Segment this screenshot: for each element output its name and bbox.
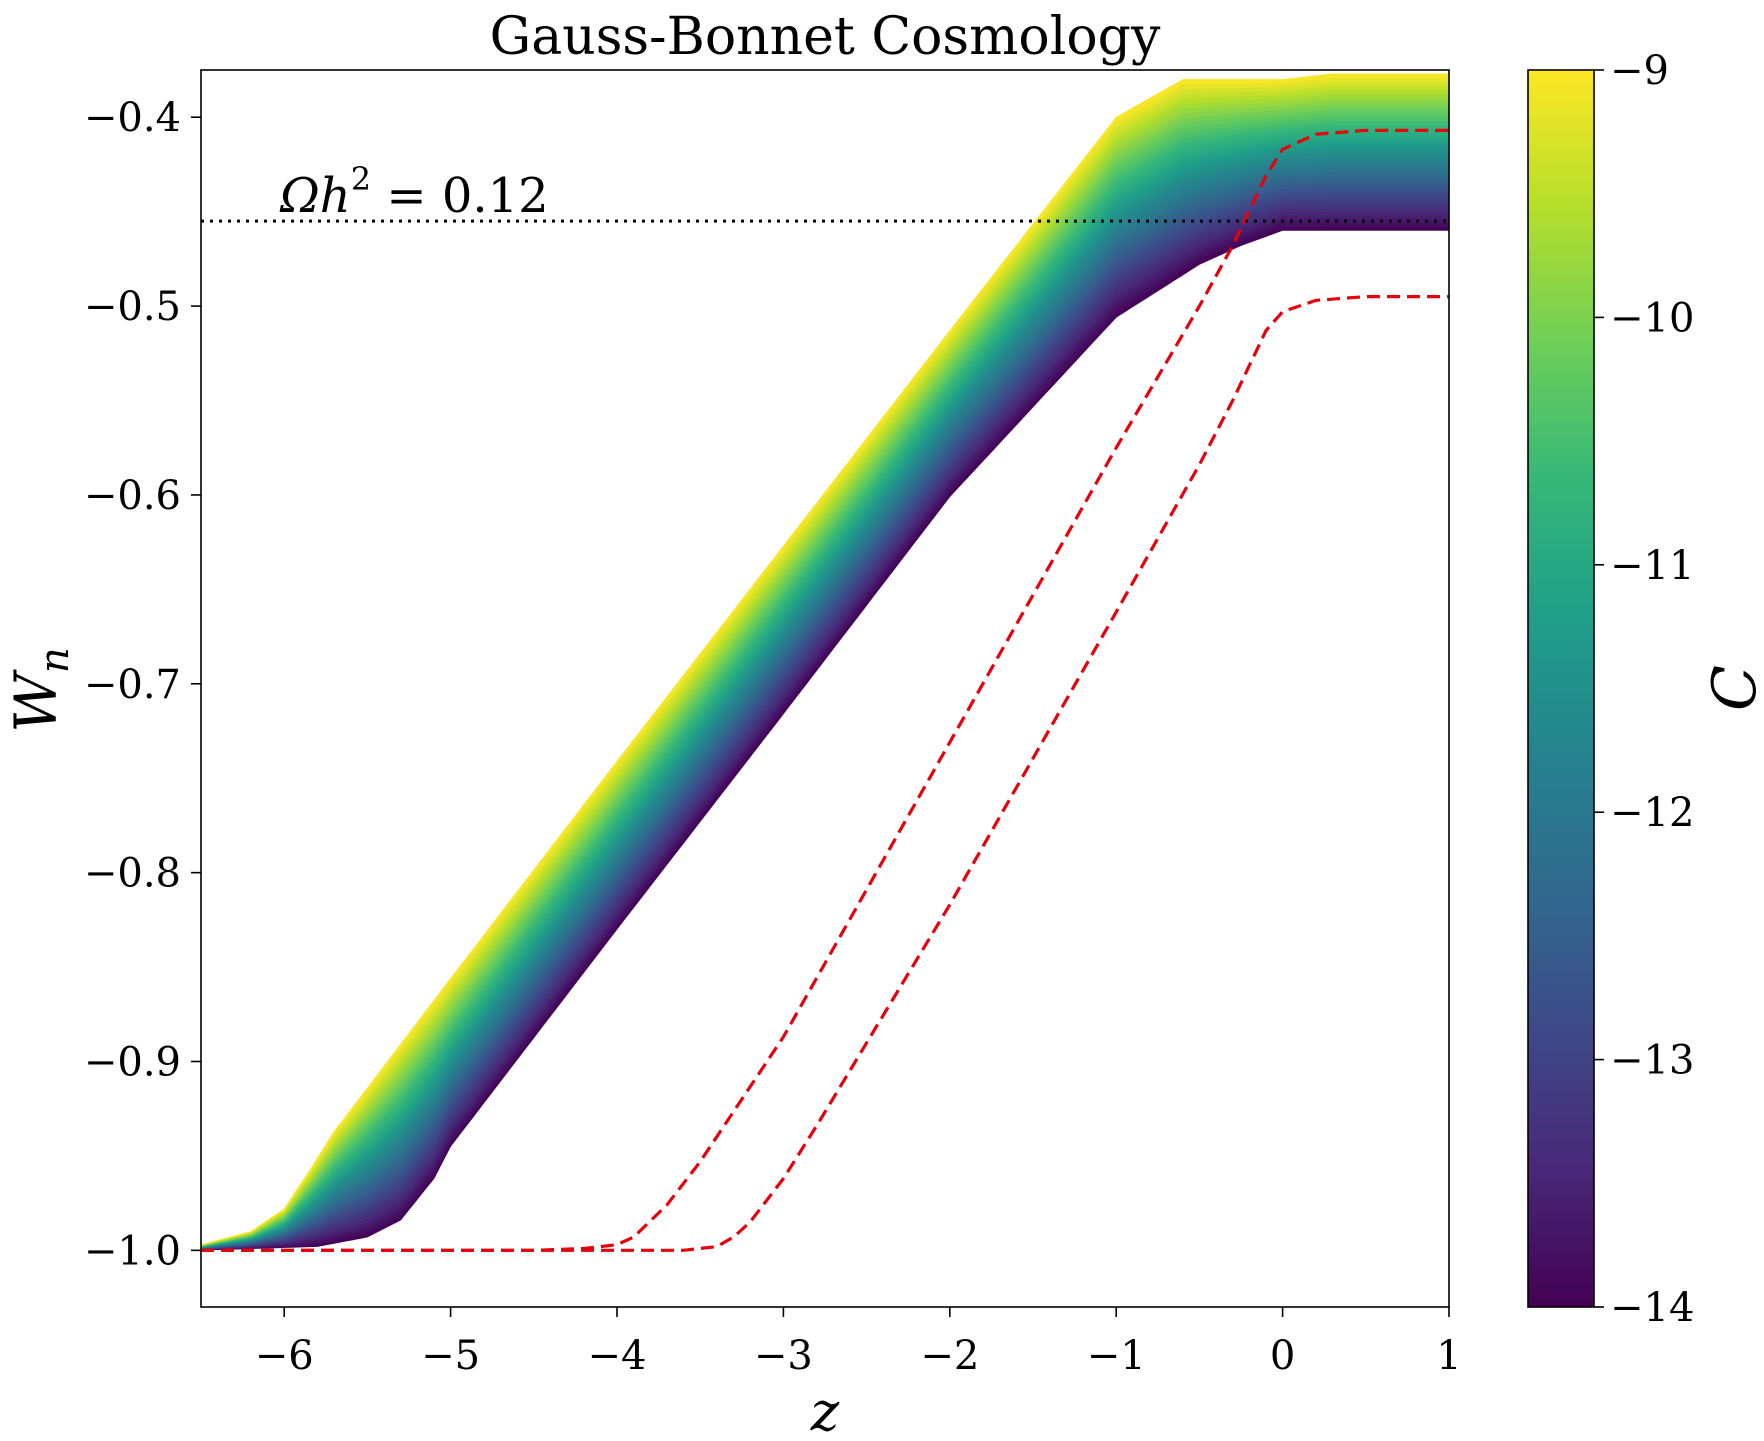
chart-title: Gauss-Bonnet Cosmology [490, 7, 1161, 67]
band-strip [201, 73, 1449, 1246]
density-annotation: Ωh2 = 0.12 [279, 160, 549, 224]
x-tick-label: −4 [588, 1333, 647, 1379]
y-axis-label-sub: n [32, 647, 78, 673]
annotation-suffix: = 0.12 [371, 168, 549, 224]
colorbar-tick-label: −11 [1610, 543, 1694, 589]
x-tick-label: 1 [1436, 1333, 1461, 1379]
x-axis-ticks: −6 −5 −4 −3 −2 −1 0 1 [255, 1307, 1462, 1379]
x-tick-label: −2 [920, 1333, 979, 1379]
x-tick-label: −6 [255, 1333, 314, 1379]
dashed-curve-2 [201, 295, 1449, 1252]
y-tick-label: −0.5 [84, 284, 181, 330]
y-tick-label: −1.0 [84, 1228, 181, 1274]
colorbar-tick-label: −13 [1610, 1038, 1694, 1084]
y-tick-label: −0.9 [84, 1039, 181, 1085]
colorbar-ticks: −9 −10 −11 −12 −13 −14 [1594, 48, 1694, 1331]
x-tick-label: −5 [421, 1333, 480, 1379]
y-axis-ticks: −1.0 −0.9 −0.8 −0.7 −0.6 −0.5 −0.4 [84, 95, 201, 1274]
colorbar-tick-label: −14 [1610, 1285, 1694, 1331]
colorbar-tick-label: −12 [1610, 790, 1694, 836]
y-axis-label-main: W [2, 669, 70, 733]
colorbar-tick-label: −9 [1610, 48, 1669, 94]
series-layer [201, 128, 1449, 1252]
y-tick-label: −0.7 [84, 662, 181, 708]
x-tick-label: −3 [754, 1333, 813, 1379]
y-axis-label: Wn [2, 647, 78, 732]
y-tick-label: −0.6 [84, 473, 181, 519]
band-strip [201, 81, 1449, 1246]
dashed-curve-1 [201, 128, 1449, 1252]
colorbar [1527, 69, 1595, 1308]
annotation-superscript: 2 [351, 160, 371, 198]
x-tick-label: 0 [1270, 1333, 1295, 1379]
colorbar-label: C [1700, 665, 1764, 711]
plot-frame [200, 69, 1450, 1308]
y-tick-label: −0.8 [84, 851, 181, 897]
annotation-prefix: Ωh [279, 168, 351, 224]
x-tick-label: −1 [1087, 1333, 1146, 1379]
colorbar-tick-label: −10 [1610, 295, 1694, 341]
x-axis-label: z [810, 1380, 840, 1441]
y-tick-label: −0.4 [84, 95, 181, 141]
